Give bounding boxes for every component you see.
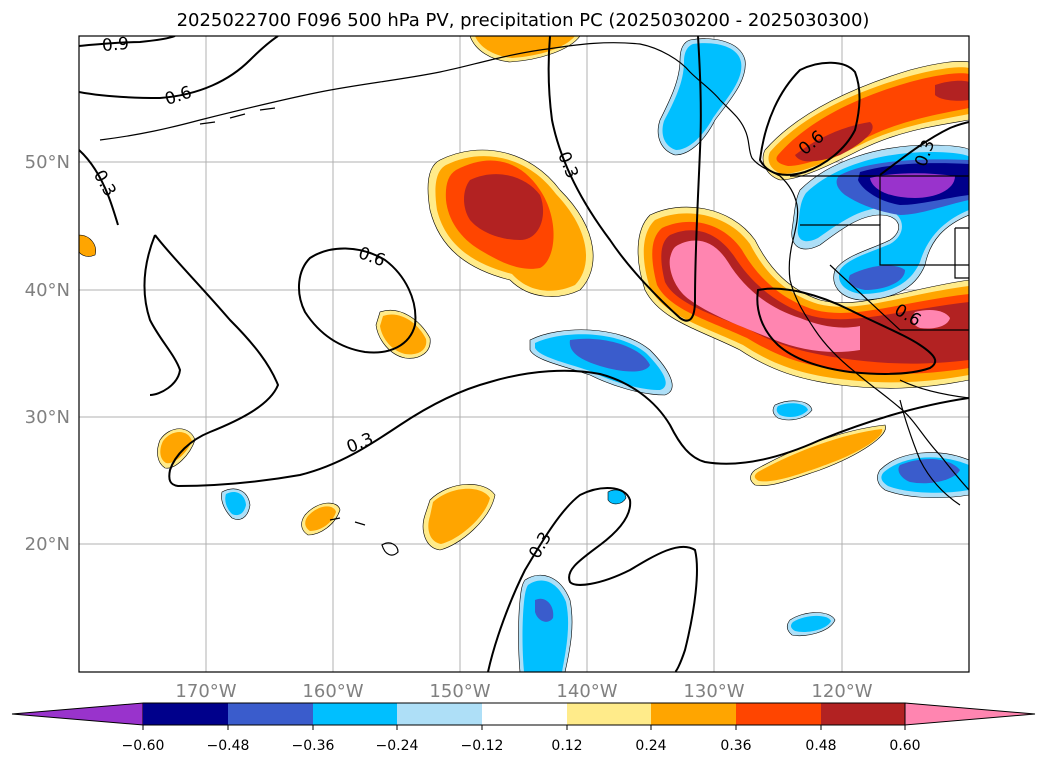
figure-title: 2025022700 F096 500 hPa PV, precipitatio… [177, 10, 870, 31]
map-frame [78, 35, 970, 673]
colorbar-tick-label: 0.24 [635, 738, 666, 754]
map-area: 0.9 0.6 0.3 0.6 0.3 0.3 0.6 0.3 0.6 0.3 [79, 34, 969, 672]
precip-negative-blob-141w [607, 489, 627, 505]
lon-label-160w: 160°W [302, 681, 363, 702]
lat-label-20n: 20°N [25, 534, 70, 555]
colorbar-segment [143, 703, 228, 725]
pv-contour-0.3-west [79, 149, 119, 226]
coastline-alaska [99, 42, 721, 141]
border-states-1 [800, 224, 969, 266]
colorbar-extend-right [904, 702, 1036, 726]
border-states-3 [829, 264, 969, 331]
latitude-labels: 50°N 40°N 30°N 20°N [25, 152, 70, 555]
precip-positive-blob-west-edge [79, 234, 96, 257]
lon-label-130w: 130°W [683, 681, 744, 702]
colorbar-segment [313, 703, 397, 725]
pv-contour-0.3-main [143, 234, 969, 488]
lat-label-30n: 30°N [25, 407, 70, 428]
longitude-labels: 170°W 160°W 150°W 140°W 130°W 120°W [175, 681, 872, 702]
colorbar-ticks [142, 725, 906, 730]
colorbar-tick-label: 0.60 [889, 738, 920, 754]
colorbar-tick-label: −0.36 [292, 738, 335, 754]
colorbar-segment [567, 703, 651, 725]
colorbar-tick-label: −0.24 [376, 738, 419, 754]
pv-contour-0.3-east [547, 36, 702, 322]
coastline-baja [899, 399, 961, 506]
colorbar-extend-left [11, 702, 144, 726]
colorbar-segment [397, 703, 482, 725]
lon-label-170w: 170°W [175, 681, 236, 702]
pv-contour-0.9 [79, 36, 176, 47]
box-region [954, 227, 969, 279]
colorbar-tick-label: 0.36 [720, 738, 751, 754]
lon-label-140w: 140°W [556, 681, 617, 702]
contour-label-0.9: 0.9 [101, 34, 130, 56]
colorbar-tick-label: −0.48 [207, 738, 250, 754]
coastline-hawaii [329, 517, 399, 556]
lon-label-150w: 150°W [429, 681, 490, 702]
colorbar-segment [228, 703, 313, 725]
pv-contour-0.6-coast [756, 287, 937, 375]
lon-label-120w: 120°W [811, 681, 872, 702]
lat-label-50n: 50°N [25, 152, 70, 173]
border-us-mexico [899, 379, 969, 399]
colorbar-segment [736, 703, 821, 725]
colorbar-tick-label: −0.12 [461, 738, 504, 754]
pv-contour-0.3-south [487, 487, 698, 672]
colorbar-tick-label: −0.60 [122, 738, 165, 754]
coastline-aleutians [199, 107, 276, 125]
pv-contour-0.6-north [79, 36, 279, 100]
colorbar: −0.60 −0.48 −0.36 −0.24 −0.12 0.12 0.24 … [11, 702, 1036, 754]
pv-contour-0.3-ne [879, 121, 969, 176]
colorbar-tick-label: 0.12 [551, 738, 582, 754]
pv-contour-0.6-loop [298, 247, 417, 354]
pv-contour-0.6-nw [758, 61, 861, 176]
colorbar-segment [482, 703, 567, 725]
colorbar-segment [651, 703, 736, 725]
colorbar-tick-label: 0.48 [805, 738, 836, 754]
lat-label-40n: 40°N [25, 280, 70, 301]
pv-contours [79, 36, 969, 672]
colorbar-segment [821, 703, 905, 725]
